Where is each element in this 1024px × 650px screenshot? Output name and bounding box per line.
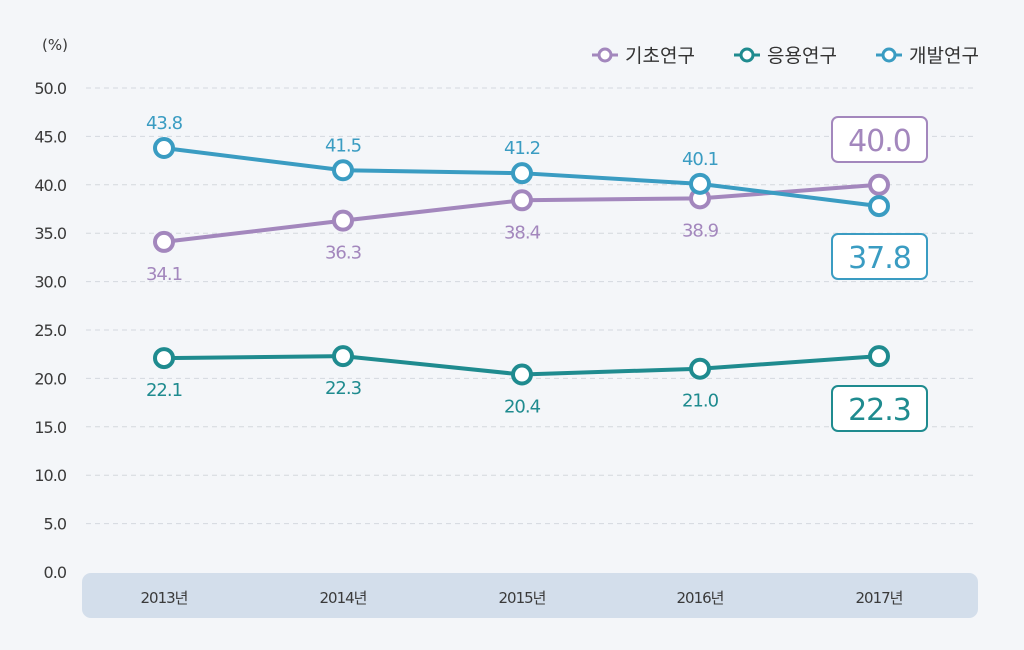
- data-point: [868, 195, 890, 218]
- data-point: [689, 357, 711, 380]
- x-axis-band: [82, 573, 978, 618]
- data-label: 41.5: [325, 135, 361, 156]
- legend-label: 기초연구: [625, 45, 695, 67]
- series-lines: [153, 137, 890, 386]
- callout-box: [831, 385, 928, 432]
- legend-swatch-marker: [739, 47, 755, 63]
- data-point: [153, 137, 175, 160]
- data-point: [332, 345, 354, 368]
- data-label: 20.4: [504, 397, 541, 418]
- legend: 기초연구 응용연구 개발연구: [592, 45, 979, 67]
- y-tick-label: 15.0: [34, 418, 66, 437]
- data-label: 43.8: [146, 113, 183, 134]
- x-tick-label: 2016년: [677, 589, 724, 607]
- y-tick-label: 30.0: [34, 273, 66, 292]
- data-point: [868, 173, 890, 196]
- x-tick-label: 2014년: [320, 589, 367, 607]
- y-unit-label: (%): [42, 36, 68, 54]
- callout-label: 40.0: [848, 124, 911, 159]
- data-label: 34.1: [146, 264, 182, 285]
- data-point: [332, 159, 354, 182]
- data-point: [511, 162, 533, 185]
- callouts: 40.0 22.3 37.8: [831, 116, 928, 432]
- legend-label: 응용연구: [767, 45, 837, 67]
- legend-label: 개발연구: [909, 45, 979, 67]
- data-label: 21.0: [682, 391, 719, 412]
- x-axis: 2013년 2014년 2015년 2016년 2017년: [141, 589, 904, 607]
- data-labels: 34.1 36.3 38.4 38.9 22.1 22.3 20.4 21.0 43.8 41.5…: [146, 113, 720, 418]
- x-tick-label: 2015년: [499, 589, 546, 607]
- callout-box: [831, 233, 928, 280]
- y-tick-label: 40.0: [34, 176, 66, 195]
- data-point: [868, 345, 890, 368]
- callout-label: 22.3: [848, 393, 911, 428]
- y-tick-label: 0.0: [44, 563, 67, 582]
- data-point: [511, 363, 533, 386]
- x-tick-label: 2013년: [141, 589, 188, 607]
- y-tick-label: 25.0: [34, 321, 66, 340]
- data-label: 22.1: [146, 380, 182, 401]
- x-axis-band-bg: [82, 573, 978, 618]
- data-point: [153, 230, 175, 253]
- legend-swatch-marker: [597, 47, 613, 63]
- callout-label: 37.8: [848, 241, 911, 276]
- y-axis: 0.0 5.0 10.0 15.0 20.0 25.0 30.0 35.0 40.0 45.0 50…: [34, 79, 67, 582]
- y-tick-label: 45.0: [34, 127, 66, 146]
- data-label: 40.1: [682, 149, 718, 170]
- data-point: [689, 172, 711, 195]
- data-point: [332, 209, 354, 232]
- data-label: 38.4: [504, 222, 541, 243]
- legend-swatch-marker: [881, 47, 897, 63]
- data-label: 22.3: [325, 378, 362, 399]
- data-point: [153, 347, 175, 370]
- data-label: 38.9: [682, 220, 719, 241]
- data-point: [511, 189, 533, 212]
- x-tick-label: 2017년: [856, 589, 903, 607]
- data-label: 41.2: [504, 138, 540, 159]
- y-tick-label: 10.0: [34, 466, 66, 485]
- y-tick-label: 35.0: [34, 224, 66, 243]
- callout-box: [831, 116, 928, 163]
- data-label: 36.3: [325, 243, 362, 264]
- y-tick-label: 20.0: [34, 369, 66, 388]
- y-tick-label: 5.0: [44, 515, 67, 534]
- y-tick-label: 50.0: [34, 79, 66, 98]
